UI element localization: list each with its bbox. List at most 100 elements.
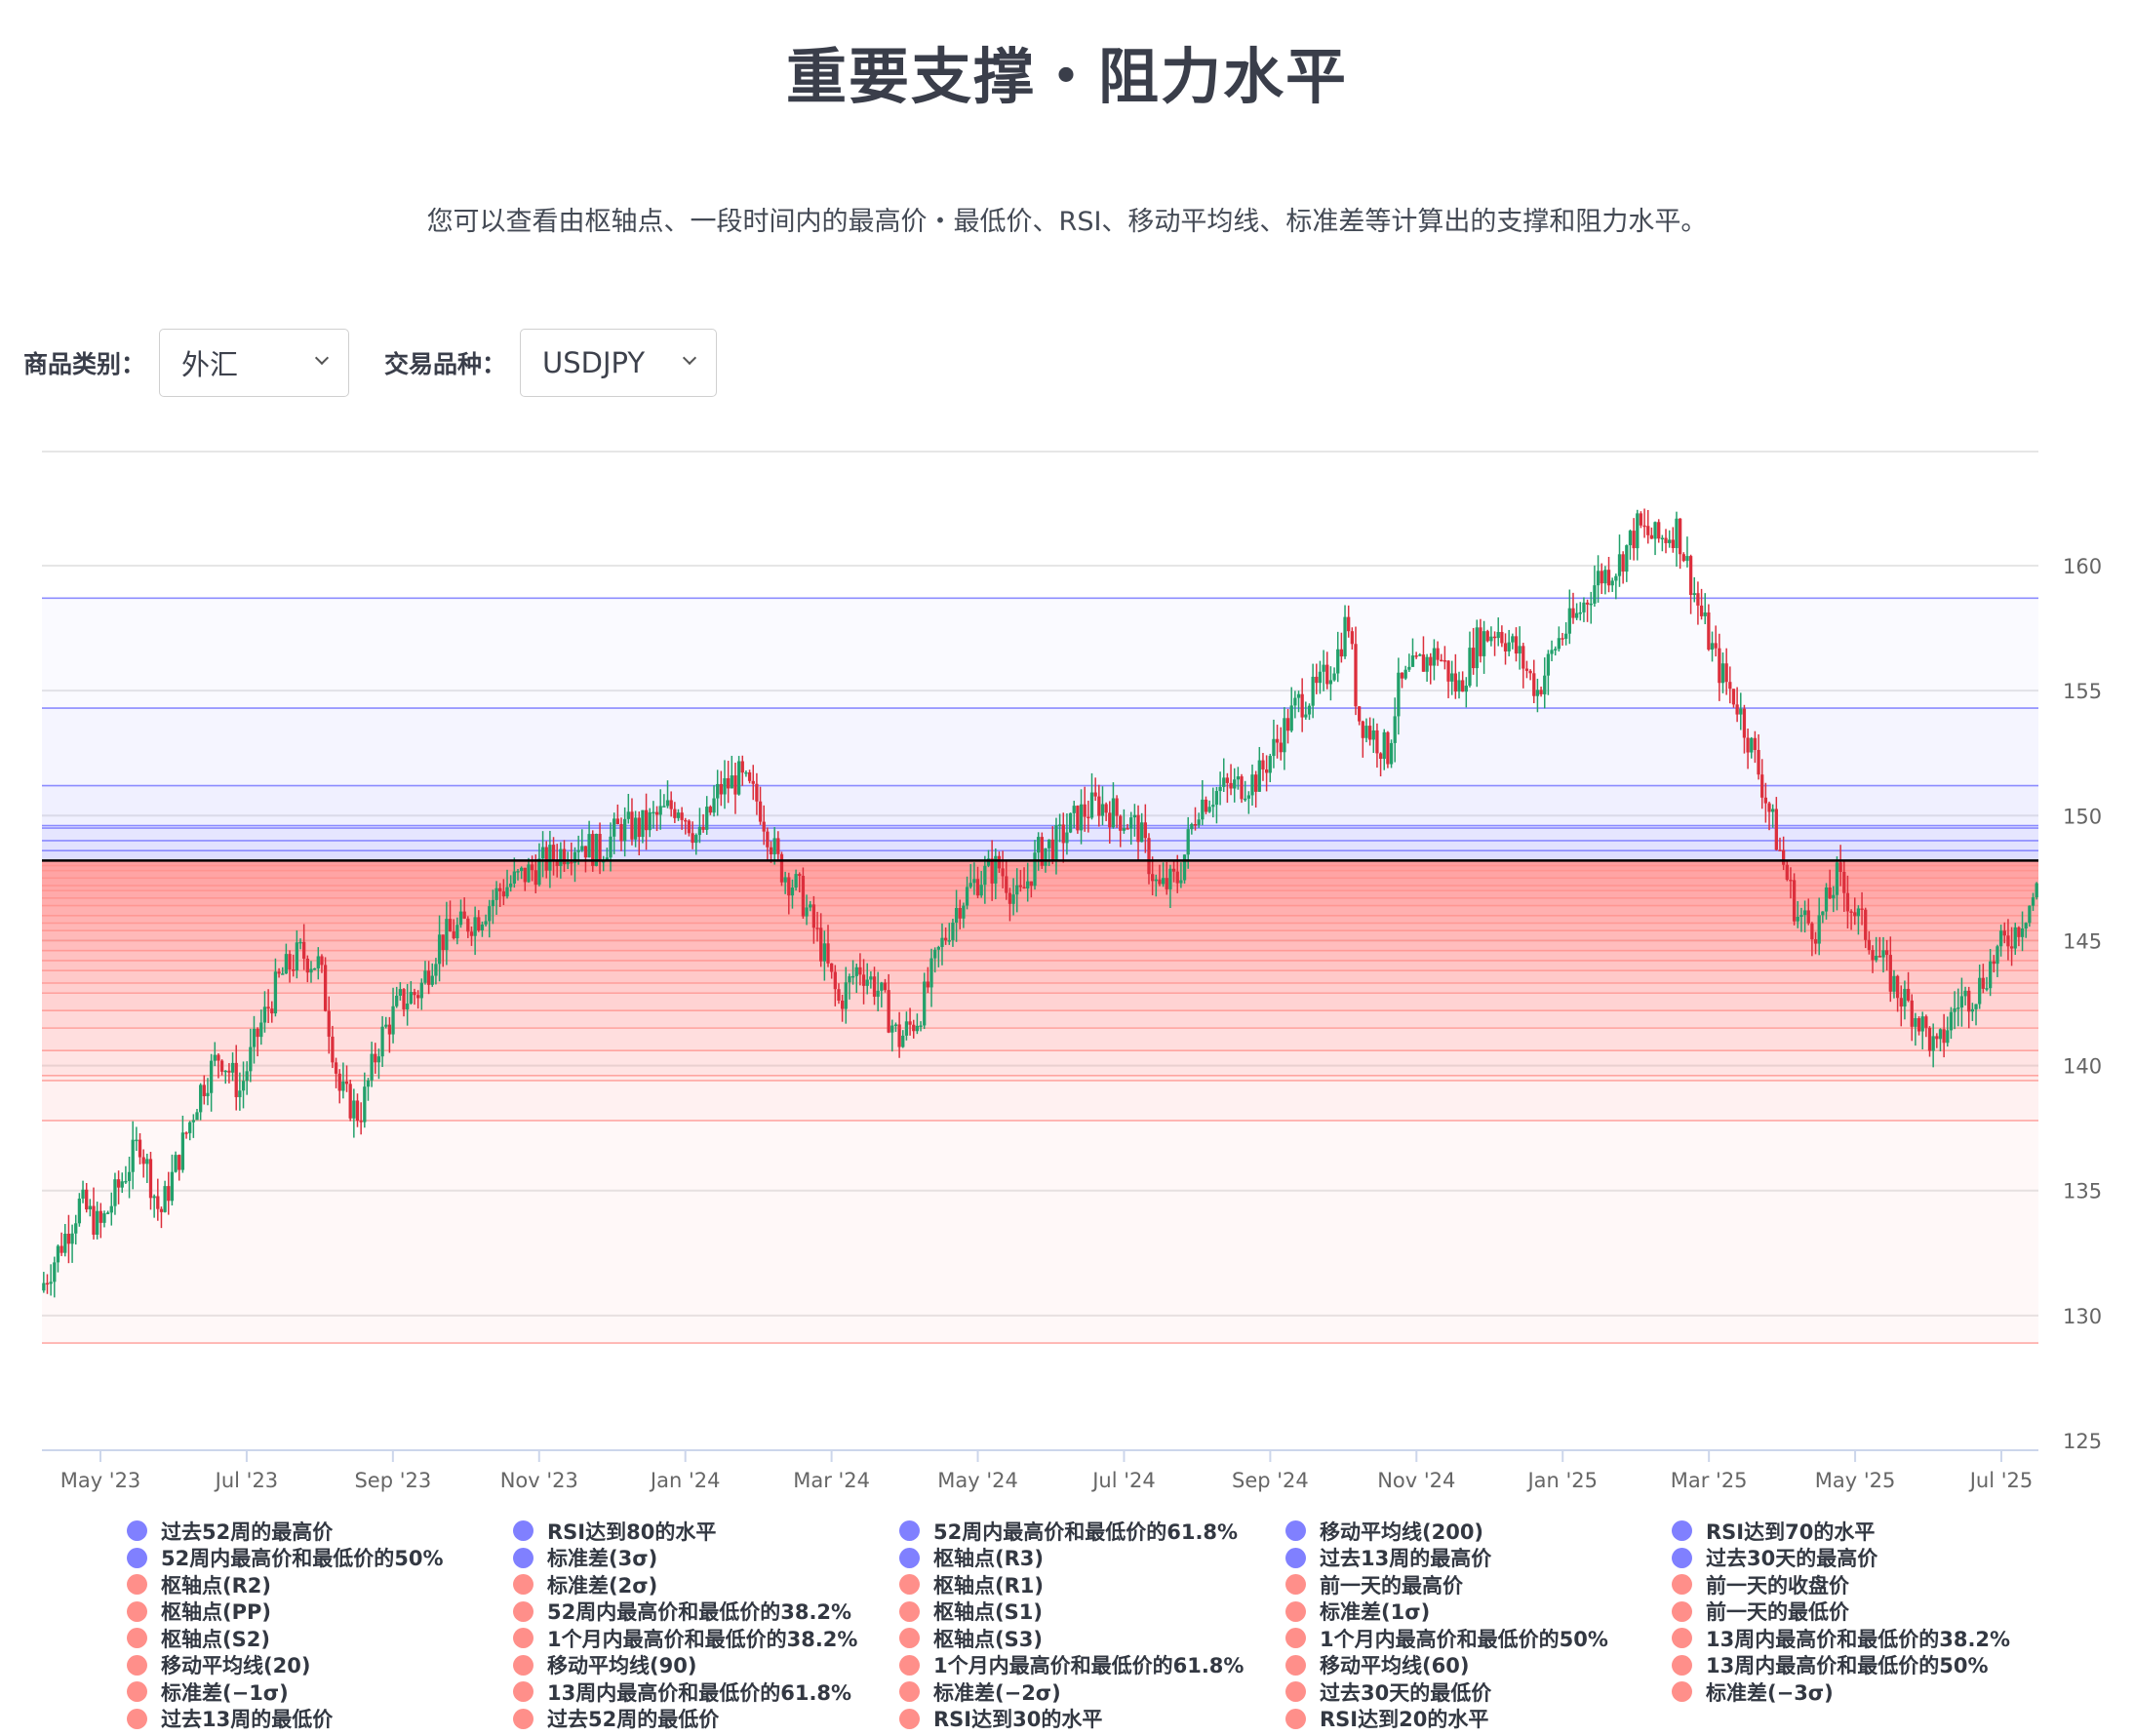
chart-legend: 过去52周的最高价 52周内最高价和最低价的50% 枢轴点(R2) 枢轴点(PP) 枢轴…	[127, 1518, 2077, 1732]
symbol-select[interactable]: USDJPY	[520, 329, 718, 397]
y-axis-tick-label: 125	[2063, 1430, 2102, 1453]
legend-item[interactable]: 1个月内最高价和最低价的61.8%	[899, 1652, 1285, 1679]
legend-item[interactable]: 移动平均线(20)	[127, 1652, 513, 1679]
legend-label: 过去30天的最低价	[1320, 1680, 1492, 1705]
legend-item[interactable]: 枢轴点(R1)	[899, 1571, 1285, 1598]
legend-label: 枢轴点(S3)	[933, 1627, 1043, 1651]
y-axis-tick-label: 155	[2063, 680, 2102, 703]
resistance-zone	[42, 828, 2038, 861]
legend-dot-icon	[513, 1708, 534, 1729]
legend-item[interactable]: 过去13周的最低价	[127, 1706, 513, 1733]
page-title: 重要支撑・阻力水平	[785, 41, 1348, 112]
legend-item[interactable]: 枢轴点(R2)	[127, 1571, 513, 1598]
x-axis-tick-label: Jul '23	[214, 1469, 279, 1492]
legend-item[interactable]: 1个月内最高价和最低价的50%	[1285, 1625, 1672, 1652]
y-axis-tick-label: 145	[2063, 929, 2102, 953]
legend-item[interactable]: 标准差(3σ)	[513, 1545, 899, 1572]
legend-item[interactable]: 标准差(−2σ)	[899, 1678, 1285, 1706]
legend-item[interactable]: 标准差(2σ)	[513, 1571, 899, 1598]
legend-item[interactable]: 过去30天的最高价	[1672, 1545, 2058, 1572]
legend-dot-icon	[1285, 1520, 1306, 1542]
legend-item[interactable]: 枢轴点(S2)	[127, 1625, 513, 1652]
resistance-zone	[42, 785, 2038, 861]
legend-item[interactable]: 标准差(−3σ)	[1672, 1678, 2058, 1706]
legend-label: RSI达到30的水平	[933, 1708, 1103, 1732]
legend-label: 枢轴点(S1)	[933, 1600, 1043, 1625]
legend-label: 移动平均线(200)	[1320, 1519, 1484, 1544]
chevron-down-icon	[314, 350, 330, 366]
legend-item[interactable]: 移动平均线(60)	[1285, 1652, 1672, 1679]
legend-item[interactable]: 1个月内最高价和最低价的38.2%	[513, 1625, 899, 1652]
legend-label: 过去13周的最低价	[161, 1708, 334, 1732]
legend-item[interactable]: 52周内最高价和最低价的61.8%	[899, 1518, 1285, 1545]
legend-dot-icon	[1672, 1520, 1692, 1542]
legend-dot-icon	[127, 1654, 147, 1676]
candlestick-chart-canvas[interactable]: 125 130 135 140 145 150 155 160 May '23 Jul '23 Se…	[0, 429, 2134, 1512]
support-zone	[42, 860, 2038, 983]
legend-item[interactable]: RSI达到20的水平	[1285, 1706, 1672, 1733]
legend-dot-icon	[127, 1681, 147, 1703]
legend-label: 移动平均线(60)	[1320, 1654, 1470, 1678]
legend-item[interactable]: 枢轴点(R3)	[899, 1545, 1285, 1572]
legend-dot-icon	[513, 1628, 534, 1649]
legend-label: 标准差(1σ)	[1320, 1600, 1431, 1625]
legend-dot-icon	[1672, 1628, 1692, 1649]
y-axis-tick-label: 150	[2063, 805, 2102, 828]
symbol-label: 交易品种：	[384, 350, 507, 378]
legend-label: 标准差(−3σ)	[1706, 1680, 1834, 1705]
legend-item[interactable]: 前一天的最高价	[1285, 1571, 1672, 1598]
legend-item[interactable]: 过去52周的最低价	[513, 1706, 899, 1733]
legend-dot-icon	[1285, 1681, 1306, 1703]
x-axis-tick-label: Jul '24	[1090, 1469, 1156, 1492]
legend-label: 枢轴点(R1)	[933, 1573, 1044, 1598]
legend-item[interactable]: 过去52周的最高价	[127, 1518, 513, 1545]
y-axis-tick-label: 160	[2063, 555, 2102, 578]
y-axis-tick-label: 130	[2063, 1305, 2102, 1328]
legend-item[interactable]: 枢轴点(PP)	[127, 1598, 513, 1626]
legend-item[interactable]: 标准差(1σ)	[1285, 1598, 1672, 1626]
legend-item[interactable]: 过去30天的最低价	[1285, 1678, 1672, 1706]
legend-label: 枢轴点(S2)	[161, 1627, 270, 1651]
category-select[interactable]: 外汇	[159, 329, 350, 397]
x-axis-tick-label: Sep '23	[354, 1469, 431, 1492]
legend-item[interactable]: RSI达到80的水平	[513, 1518, 899, 1545]
category-select-value: 外汇	[181, 348, 239, 381]
legend-label: 13周内最高价和最低价的61.8%	[547, 1680, 852, 1705]
x-axis-tick-label: Mar '24	[793, 1469, 870, 1492]
support-zone	[42, 860, 2038, 1121]
legend-dot-icon	[1285, 1654, 1306, 1676]
legend-label: 52周内最高价和最低价的38.2%	[547, 1600, 852, 1625]
legend-item[interactable]: 移动平均线(200)	[1285, 1518, 1672, 1545]
legend-item[interactable]: 移动平均线(90)	[513, 1652, 899, 1679]
legend-dot-icon	[1672, 1681, 1692, 1703]
legend-item[interactable]: 52周内最高价和最低价的38.2%	[513, 1598, 899, 1626]
legend-item[interactable]: 13周内最高价和最低价的61.8%	[513, 1678, 899, 1706]
legend-item[interactable]: 13周内最高价和最低价的38.2%	[1672, 1625, 2058, 1652]
legend-label: 1个月内最高价和最低价的38.2%	[547, 1627, 858, 1651]
legend-item[interactable]: 过去13周的最高价	[1285, 1545, 1672, 1572]
x-axis-tick-label: May '25	[1815, 1469, 1896, 1492]
legend-item[interactable]: 前一天的最低价	[1672, 1598, 2058, 1626]
legend-label: 1个月内最高价和最低价的50%	[1320, 1627, 1608, 1651]
legend-dot-icon	[513, 1547, 534, 1568]
x-axis-tick-label: Nov '23	[500, 1469, 578, 1492]
legend-item[interactable]: 枢轴点(S1)	[899, 1598, 1285, 1626]
legend-dot-icon	[1285, 1628, 1306, 1649]
legend-dot-icon	[899, 1547, 920, 1568]
legend-dot-icon	[1285, 1547, 1306, 1568]
legend-label: 移动平均线(20)	[161, 1654, 311, 1678]
legend-item[interactable]: 前一天的收盘价	[1672, 1571, 2058, 1598]
legend-item[interactable]: 标准差(−1σ)	[127, 1678, 513, 1706]
legend-dot-icon	[899, 1654, 920, 1676]
legend-dot-icon	[1285, 1600, 1306, 1622]
price-chart[interactable]: 125 130 135 140 145 150 155 160 May '23 Jul '23 Se…	[0, 429, 2134, 1512]
legend-item[interactable]: RSI达到70的水平	[1672, 1518, 2058, 1545]
legend-item[interactable]: 枢轴点(S3)	[899, 1625, 1285, 1652]
legend-dot-icon	[899, 1600, 920, 1622]
candlestick-series	[42, 508, 2038, 1298]
legend-item[interactable]: 13周内最高价和最低价的50%	[1672, 1652, 2058, 1679]
legend-item[interactable]: 52周内最高价和最低价的50%	[127, 1545, 513, 1572]
legend-item[interactable]: RSI达到30的水平	[899, 1706, 1285, 1733]
legend-label: 枢轴点(R2)	[161, 1573, 271, 1598]
symbol-select-value: USDJPY	[542, 346, 646, 379]
